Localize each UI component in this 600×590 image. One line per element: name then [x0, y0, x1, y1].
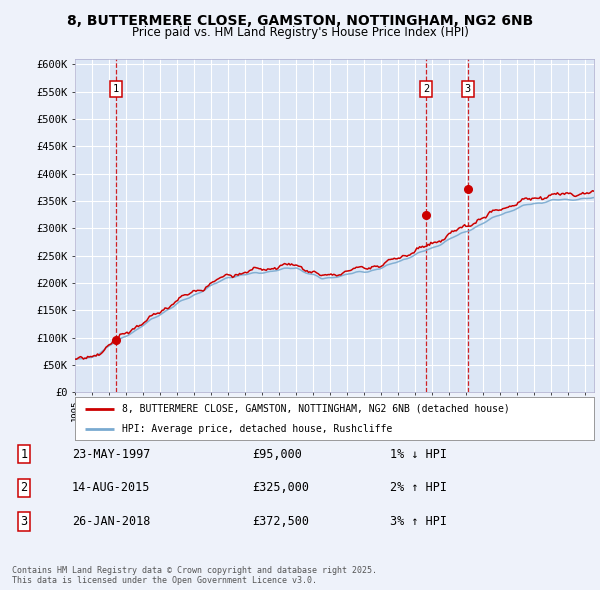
Text: Contains HM Land Registry data © Crown copyright and database right 2025.
This d: Contains HM Land Registry data © Crown c… — [12, 566, 377, 585]
Text: 2% ↑ HPI: 2% ↑ HPI — [390, 481, 447, 494]
Text: 3% ↑ HPI: 3% ↑ HPI — [390, 515, 447, 528]
Text: 1: 1 — [113, 84, 119, 94]
Text: £372,500: £372,500 — [252, 515, 309, 528]
Text: £95,000: £95,000 — [252, 448, 302, 461]
Text: 2: 2 — [20, 481, 28, 494]
Text: HPI: Average price, detached house, Rushcliffe: HPI: Average price, detached house, Rush… — [122, 424, 392, 434]
Text: 3: 3 — [464, 84, 470, 94]
Text: £325,000: £325,000 — [252, 481, 309, 494]
Text: 8, BUTTERMERE CLOSE, GAMSTON, NOTTINGHAM, NG2 6NB (detached house): 8, BUTTERMERE CLOSE, GAMSTON, NOTTINGHAM… — [122, 404, 509, 414]
Text: 8, BUTTERMERE CLOSE, GAMSTON, NOTTINGHAM, NG2 6NB: 8, BUTTERMERE CLOSE, GAMSTON, NOTTINGHAM… — [67, 14, 533, 28]
Text: 23-MAY-1997: 23-MAY-1997 — [72, 448, 151, 461]
Text: Price paid vs. HM Land Registry's House Price Index (HPI): Price paid vs. HM Land Registry's House … — [131, 26, 469, 39]
Text: 14-AUG-2015: 14-AUG-2015 — [72, 481, 151, 494]
Text: 26-JAN-2018: 26-JAN-2018 — [72, 515, 151, 528]
Text: 3: 3 — [20, 515, 28, 528]
Text: 1: 1 — [20, 448, 28, 461]
Text: 1% ↓ HPI: 1% ↓ HPI — [390, 448, 447, 461]
Text: 2: 2 — [423, 84, 429, 94]
